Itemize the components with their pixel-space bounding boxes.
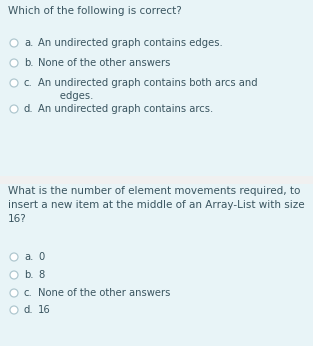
Text: 0: 0 [38,252,44,262]
Text: 16: 16 [38,305,51,315]
Circle shape [10,253,18,261]
Text: An undirected graph contains arcs.: An undirected graph contains arcs. [38,104,213,114]
FancyBboxPatch shape [0,176,313,184]
Circle shape [10,79,18,87]
Text: c.: c. [24,78,33,88]
Text: c.: c. [24,288,33,298]
Circle shape [10,289,18,297]
Text: Which of the following is correct?: Which of the following is correct? [8,6,182,16]
Text: 8: 8 [38,270,44,280]
Text: d.: d. [24,305,33,315]
Text: d.: d. [24,104,33,114]
Text: What is the number of element movements required, to
insert a new item at the mi: What is the number of element movements … [8,186,305,224]
Text: b.: b. [24,58,33,68]
Text: b.: b. [24,270,33,280]
Circle shape [10,105,18,113]
Circle shape [10,39,18,47]
Text: a.: a. [24,38,33,48]
Text: a.: a. [24,252,33,262]
FancyBboxPatch shape [0,184,313,346]
Circle shape [10,59,18,67]
Text: None of the other answers: None of the other answers [38,288,170,298]
Circle shape [10,306,18,314]
Text: An undirected graph contains both arcs and
       edges.: An undirected graph contains both arcs a… [38,78,258,101]
FancyBboxPatch shape [0,0,313,176]
Circle shape [10,271,18,279]
Text: An undirected graph contains edges.: An undirected graph contains edges. [38,38,223,48]
Text: None of the other answers: None of the other answers [38,58,170,68]
